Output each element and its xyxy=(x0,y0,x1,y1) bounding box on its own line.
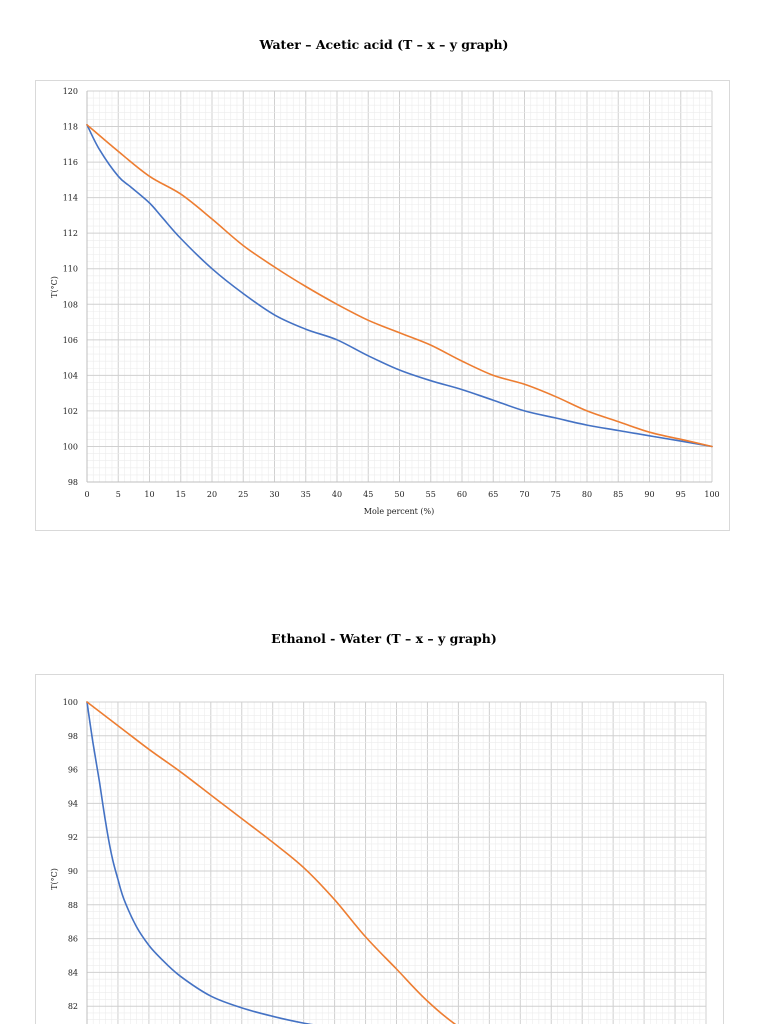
x-tick-label: 15 xyxy=(176,490,186,499)
x-tick-label: 65 xyxy=(488,490,498,499)
y-tick-label: 114 xyxy=(63,194,78,203)
y-tick-label: 84 xyxy=(68,968,78,977)
y-tick-label: 92 xyxy=(68,833,78,842)
y-tick-label: 108 xyxy=(63,300,78,309)
x-tick-label: 70 xyxy=(519,490,529,499)
series-line-1 xyxy=(86,124,713,448)
gridlines xyxy=(86,90,713,483)
y-axis-label: T(°C) xyxy=(50,276,59,298)
x-tick-label: 30 xyxy=(269,490,279,499)
chart-1: 98 100 102 104 106 108 110 112 114 116 118 120 0 5 10 1… xyxy=(63,87,720,499)
y-tick-label: 82 xyxy=(68,1002,78,1011)
chart-title: Ethanol - Water (T – x – y graph) xyxy=(271,631,497,646)
x-tick-label: 5 xyxy=(116,490,121,499)
y-tick-label: 104 xyxy=(63,371,78,380)
y-tick-label: 98 xyxy=(68,478,78,487)
x-tick-label: 95 xyxy=(676,490,686,499)
x-tick-label: 80 xyxy=(582,490,592,499)
y-tick-label: 86 xyxy=(68,935,78,944)
y-tick-label: 90 xyxy=(68,867,78,876)
series-line-2 xyxy=(86,124,713,448)
x-tick-label: 10 xyxy=(144,490,154,499)
x-tick-label: 45 xyxy=(363,490,373,499)
y-tick-label: 120 xyxy=(63,87,78,96)
x-tick-label: 85 xyxy=(613,490,623,499)
chart-1-frame xyxy=(35,80,730,531)
y-tick-label: 94 xyxy=(68,799,78,808)
y-tick-label: 102 xyxy=(63,407,78,416)
chart-2-frame xyxy=(35,674,724,1024)
y-tick-label: 96 xyxy=(68,766,78,775)
x-tick-label: 0 xyxy=(84,490,89,499)
x-tick-label: 35 xyxy=(301,490,311,499)
x-tick-label: 75 xyxy=(551,490,561,499)
x-tick-label: 60 xyxy=(457,490,467,499)
x-tick-label: 55 xyxy=(426,490,436,499)
x-tick-label: 20 xyxy=(207,490,217,499)
series-line-1 xyxy=(86,701,314,1024)
x-tick-label: 100 xyxy=(704,490,719,499)
y-tick-label: 100 xyxy=(63,698,78,707)
y-tick-label: 112 xyxy=(63,229,78,238)
y-tick-label: 106 xyxy=(63,336,78,345)
y-tick-label: 98 xyxy=(68,732,78,741)
y-tick-label: 100 xyxy=(63,442,78,451)
chart-2: 82 84 86 88 90 92 94 96 98 100 xyxy=(63,698,707,1024)
x-axis-label: Mole percent (%) xyxy=(364,507,435,516)
x-tick-label: 25 xyxy=(238,490,248,499)
y-tick-label: 88 xyxy=(68,901,78,910)
chart-title: Water – Acetic acid (T – x – y graph) xyxy=(259,37,509,52)
series-line-2 xyxy=(86,701,457,1024)
y-tick-label: 110 xyxy=(63,265,78,274)
x-tick-label: 90 xyxy=(644,490,654,499)
y-axis-label: T(°C) xyxy=(50,868,59,890)
y-tick-label: 118 xyxy=(63,123,78,132)
y-tick-label: 116 xyxy=(63,158,78,167)
x-tick-label: 40 xyxy=(332,490,342,499)
x-tick-label: 50 xyxy=(394,490,404,499)
